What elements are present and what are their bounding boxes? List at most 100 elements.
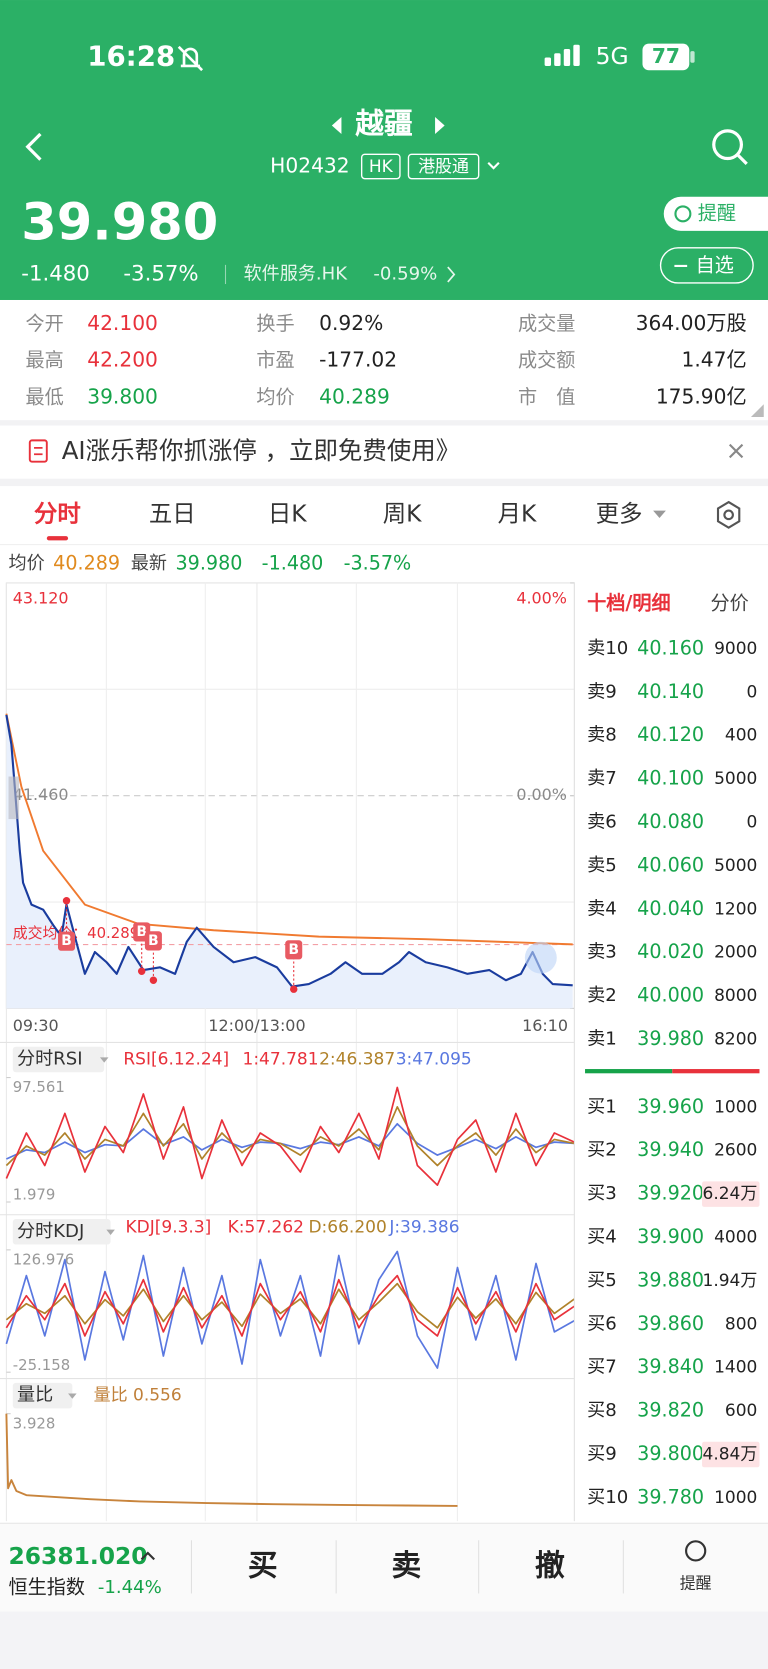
tab[interactable]: 更多 [596,499,643,527]
search-button[interactable] [712,129,744,161]
home-area [0,1611,768,1669]
trade-marker [149,976,158,984]
panel-title-bg [12,1219,111,1245]
legend-entry: D:66.200 [308,1218,386,1238]
tab[interactable]: 周K [383,499,422,527]
tab[interactable]: 月K [498,499,537,527]
legend-entry: 3:47.095 [396,1049,472,1069]
settings-button[interactable] [716,500,741,529]
y-tick-label: 97.561 [13,1078,65,1096]
buy-button[interactable]: 买 [248,1548,278,1583]
mute-icon [177,45,204,72]
tab[interactable]: 五日 [149,499,196,527]
panel-title[interactable]: 分时KDJ [17,1221,84,1242]
stat-label: 最高 [26,349,64,372]
order-volume: 0 [747,682,758,702]
separator [0,478,768,487]
x-tick-label: 16:10 [522,1016,568,1035]
order-volume: 1.94万 [703,1271,758,1291]
order-volume: 400 [725,726,757,746]
order-price: 40.160 [637,636,704,659]
banner-close[interactable] [728,443,744,459]
alert-button[interactable]: 提醒 [680,1573,712,1592]
prev-stock[interactable] [331,117,342,135]
tab[interactable]: 分时 [34,499,81,527]
sector-chevron [447,266,456,283]
latest-change-pct: -3.57% [344,551,412,574]
order-label: 卖1 [587,1028,617,1049]
indicator-params: RSI[6.12.24] [123,1049,229,1069]
panel-title[interactable]: 分时RSI [17,1048,83,1069]
volume-ratio-line [5,1413,458,1507]
stat-value: -177.02 [319,348,397,372]
avg-level-label: 成交均价：40.289 [13,924,139,942]
order-book-title[interactable]: 十档/明细 [587,592,671,615]
rsi-line [5,1086,575,1186]
order-price: 40.000 [637,984,704,1007]
sell-button[interactable]: 卖 [391,1548,421,1583]
order-price: 40.100 [637,767,704,790]
y2-tick-label: 0.00% [516,785,567,804]
next-stock[interactable] [435,117,445,135]
stat-label: 均价 [256,385,294,408]
index-name: 恒生指数 [9,1576,86,1599]
back-button[interactable] [25,132,42,161]
watch-pill[interactable] [659,247,754,284]
order-label: 卖2 [587,985,617,1006]
stat-value: 42.200 [87,348,158,372]
latest-label: 最新 [131,553,167,574]
order-price: 40.060 [637,853,704,876]
order-price: 39.860 [637,1312,704,1335]
y-tick-label: -25.158 [13,1356,70,1374]
legend-entry: 量比 0.556 [94,1386,182,1406]
order-label: 卖10 [587,638,628,659]
stock-name: 越疆 [355,107,412,141]
order-price: 40.080 [637,810,704,833]
stat-value: 40.289 [319,384,390,408]
order-volume: 2000 [714,943,757,963]
channel-chevron[interactable] [487,162,500,170]
order-price: 39.980 [637,1027,704,1050]
avg-value: 40.289 [53,551,120,574]
latest-value: 39.980 [176,551,243,574]
signal-bar [544,57,552,66]
tab[interactable]: 日K [268,499,307,527]
channel-label: 港股通 [418,157,469,177]
order-price: 40.120 [637,723,704,746]
sector-name[interactable]: 软件服务.HK [244,263,349,284]
cancel-button[interactable]: 撤 [535,1548,565,1583]
order-label: 买8 [587,1400,617,1421]
network-type: 5G [596,42,629,70]
trade-marker-label: B [288,942,299,958]
order-price: 39.800 [637,1442,704,1465]
panel-caret [99,1057,109,1063]
avg-line [5,713,573,946]
legend-entry: 1:47.781 [243,1049,319,1069]
corner-mark [750,404,764,417]
order-label: 买4 [587,1227,617,1248]
panel-title[interactable]: 量比 [17,1385,53,1406]
battery-cap [690,51,695,63]
alert-icon [685,1540,707,1562]
last-price: 39.980 [21,194,218,253]
index-pct: -1.44% [98,1577,162,1598]
channel-badge [407,153,480,180]
order-label: 买1 [587,1096,617,1117]
banner-text[interactable]: AI涨乐帮你抓涨停 ，立即免费使用》 [62,436,461,465]
index-value[interactable]: 26381.020 [9,1542,148,1570]
order-book-tab[interactable]: 分价 [711,592,749,615]
alert-pill[interactable] [663,196,768,231]
banner-icon [28,439,48,463]
order-price: 39.920 [637,1182,704,1205]
market-badge [360,153,401,180]
price-area [6,714,573,1009]
order-price: 39.820 [637,1399,704,1422]
order-label: 买2 [587,1140,617,1161]
alert-icon [674,205,692,223]
order-price: 39.900 [637,1225,704,1248]
order-price: 40.140 [637,680,704,703]
order-price: 39.840 [637,1355,704,1378]
order-volume-highlight [702,1181,760,1207]
order-label: 卖5 [587,855,617,876]
